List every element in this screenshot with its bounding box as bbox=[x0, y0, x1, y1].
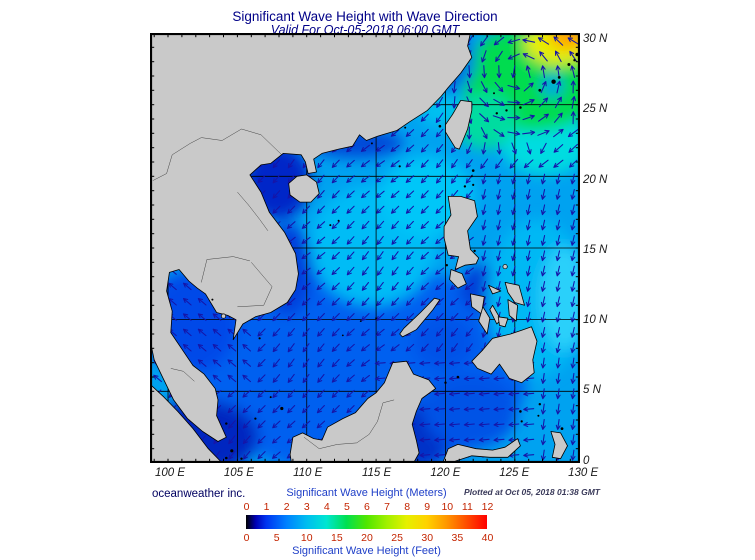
credit-text: oceanweather inc. bbox=[152, 488, 246, 500]
map-frame bbox=[150, 33, 580, 463]
longitude-axis: 100 E 105 E 110 E 115 E 120 E 125 E 130 E bbox=[150, 467, 620, 482]
meters-tick-label: 5 bbox=[343, 501, 350, 513]
feet-tick-label: 35 bbox=[451, 532, 464, 544]
lat-tick-label: 30 N bbox=[583, 33, 608, 45]
latitude-axis: 30 N 25 N 20 N 15 N 10 N 5 N 0 bbox=[583, 33, 631, 473]
meters-tick-label: 2 bbox=[283, 501, 290, 513]
lon-tick-label: 125 E bbox=[499, 467, 530, 479]
meters-tick-label: 12 bbox=[481, 501, 494, 513]
feet-tick-label: 20 bbox=[361, 532, 373, 544]
meters-tick-label: 8 bbox=[404, 501, 411, 513]
meters-tick-label: 0 bbox=[243, 501, 250, 513]
lon-tick-label: 130 E bbox=[568, 467, 599, 479]
feet-tick-label: 5 bbox=[273, 532, 280, 544]
country-borders bbox=[152, 128, 395, 449]
lon-tick-label: 105 E bbox=[223, 467, 254, 479]
meters-tick-label: 6 bbox=[364, 501, 370, 513]
meters-tick-label: 9 bbox=[424, 501, 431, 513]
legend-meters-title: Significant Wave Height (Meters) bbox=[286, 487, 447, 499]
lat-tick-label: 25 N bbox=[583, 103, 608, 116]
feet-tick-label: 30 bbox=[421, 532, 434, 544]
lon-tick-label: 100 E bbox=[154, 467, 186, 479]
meters-tick-label: 7 bbox=[384, 501, 390, 513]
meters-tick-label: 1 bbox=[263, 501, 270, 513]
meters-tick-label: 11 bbox=[461, 501, 473, 513]
feet-tick-label: 40 bbox=[481, 532, 494, 544]
legend-feet-title: Significant Wave Height (Feet) bbox=[292, 545, 441, 557]
lat-tick-label: 5 N bbox=[583, 384, 601, 397]
lat-tick-label: 15 N bbox=[583, 243, 608, 256]
land-layer bbox=[150, 33, 568, 463]
islands-layer bbox=[211, 52, 579, 460]
lon-tick-label: 110 E bbox=[293, 467, 323, 479]
lon-tick-label: 115 E bbox=[361, 467, 392, 479]
wave-height-map bbox=[150, 33, 580, 463]
chart-title: Significant Wave Height with Wave Direct… bbox=[232, 9, 498, 24]
plotted-timestamp: Plotted at Oct 05, 2018 01:38 GMT bbox=[463, 487, 600, 497]
feet-tick-label: 25 bbox=[391, 532, 403, 544]
feet-tick-label: 0 bbox=[243, 532, 250, 544]
meters-tick-label: 4 bbox=[323, 501, 330, 513]
meters-tick-label: 10 bbox=[441, 501, 454, 513]
lat-tick-label: 10 N bbox=[583, 314, 608, 326]
feet-tick-label: 15 bbox=[331, 532, 343, 544]
lat-tick-label: 0 bbox=[583, 454, 590, 467]
meters-tick-label: 3 bbox=[303, 501, 310, 513]
feet-tick-label: 10 bbox=[300, 532, 313, 544]
lat-tick-label: 20 N bbox=[583, 173, 608, 186]
legend-colorbar bbox=[246, 515, 487, 529]
lon-tick-label: 120 E bbox=[430, 467, 461, 479]
